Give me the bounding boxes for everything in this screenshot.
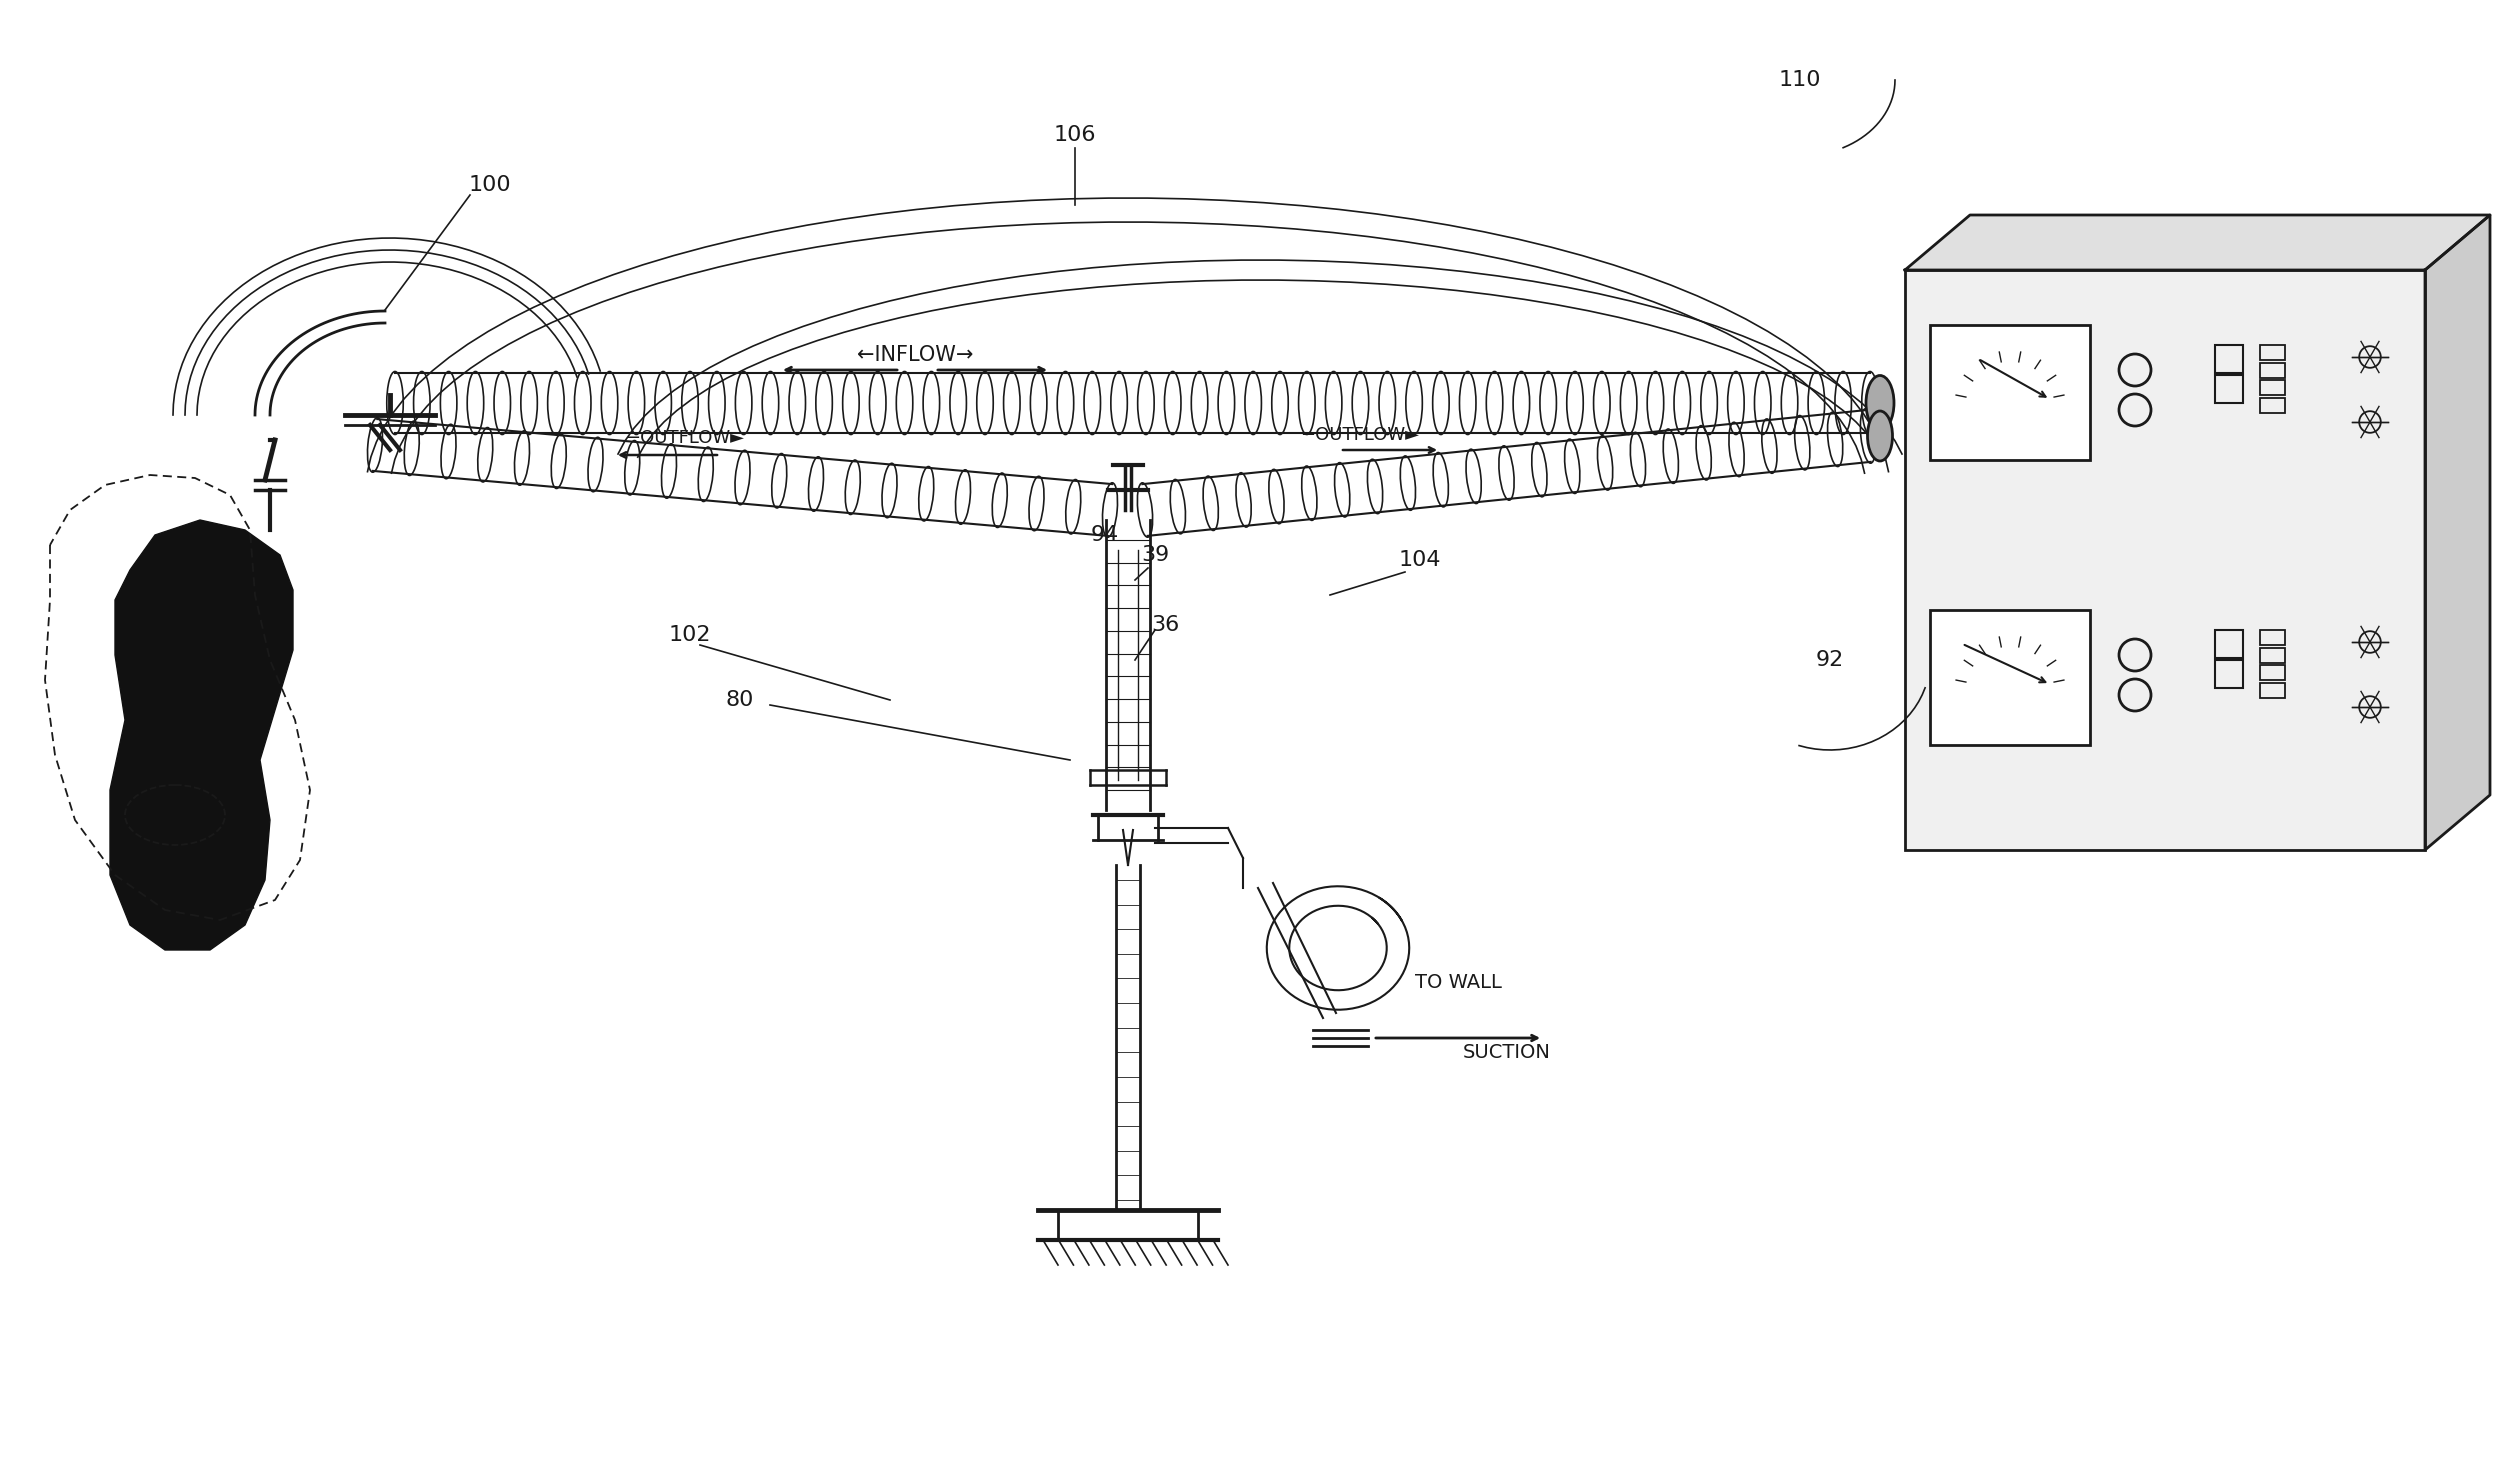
Text: 100: 100 <box>468 176 510 195</box>
Bar <box>2216 660 2243 688</box>
Text: 80: 80 <box>725 690 755 710</box>
Polygon shape <box>1906 215 2491 269</box>
Text: −OUTFLOW►: −OUTFLOW► <box>625 429 745 447</box>
Bar <box>1931 325 2091 460</box>
Bar <box>2216 630 2243 657</box>
Bar <box>2261 346 2286 360</box>
Text: ←INFLOW→: ←INFLOW→ <box>858 346 973 365</box>
Text: 110: 110 <box>1778 70 1821 89</box>
Text: 102: 102 <box>668 625 710 646</box>
Ellipse shape <box>1868 411 1893 461</box>
Bar <box>2216 346 2243 373</box>
Bar <box>1931 610 2091 745</box>
Text: −OUTFLOW►: −OUTFLOW► <box>1301 426 1421 444</box>
Text: 92: 92 <box>1816 650 1843 671</box>
Bar <box>2261 363 2286 378</box>
Text: 36: 36 <box>1150 615 1178 635</box>
Bar <box>2261 665 2286 679</box>
Bar <box>2261 649 2286 663</box>
Bar <box>2261 381 2286 395</box>
Polygon shape <box>2426 215 2491 851</box>
Polygon shape <box>110 520 293 950</box>
Bar <box>2261 398 2286 413</box>
Bar <box>1906 269 2426 851</box>
Text: SUCTION: SUCTION <box>1463 1044 1551 1063</box>
Bar <box>2216 375 2243 403</box>
Text: 104: 104 <box>1398 550 1441 569</box>
Text: TO WALL: TO WALL <box>1416 974 1501 993</box>
Text: 106: 106 <box>1053 124 1095 145</box>
Ellipse shape <box>1866 375 1893 430</box>
Bar <box>2261 630 2286 646</box>
Text: 94: 94 <box>1090 526 1118 545</box>
Text: 39: 39 <box>1140 545 1168 565</box>
Bar <box>2261 684 2286 698</box>
